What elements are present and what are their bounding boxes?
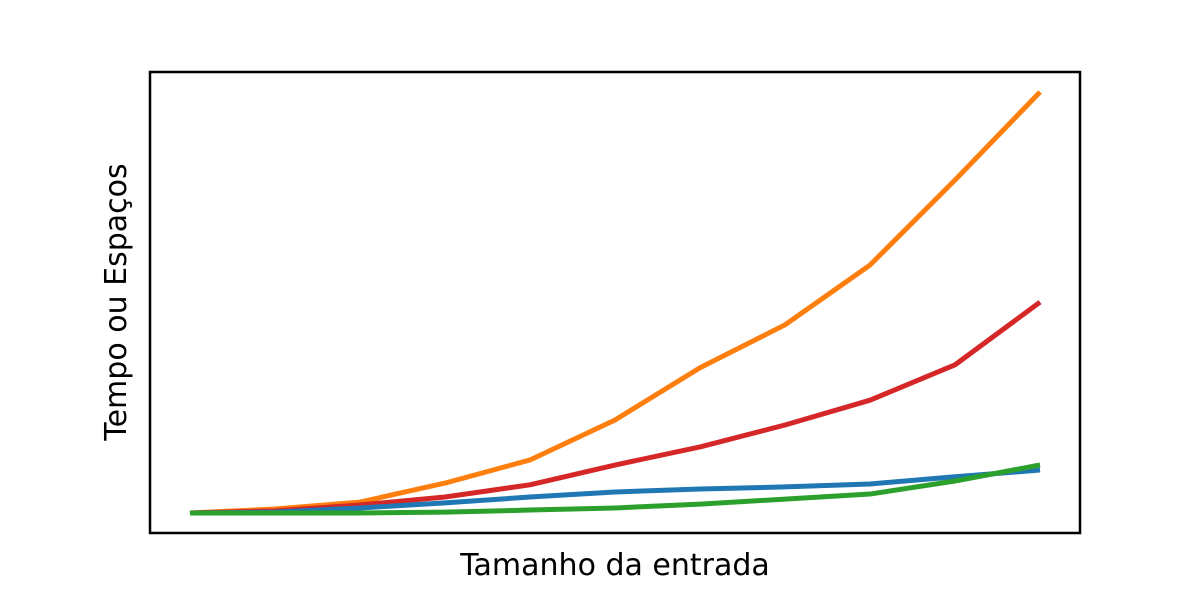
x-axis-label: Tamanho da entrada [459, 548, 770, 583]
y-axis-label: Tempo ou Espaços [99, 163, 134, 441]
line-series [189, 462, 1041, 516]
line-series [189, 467, 1041, 516]
line-series [189, 90, 1042, 516]
plot-frame [148, 70, 1082, 535]
